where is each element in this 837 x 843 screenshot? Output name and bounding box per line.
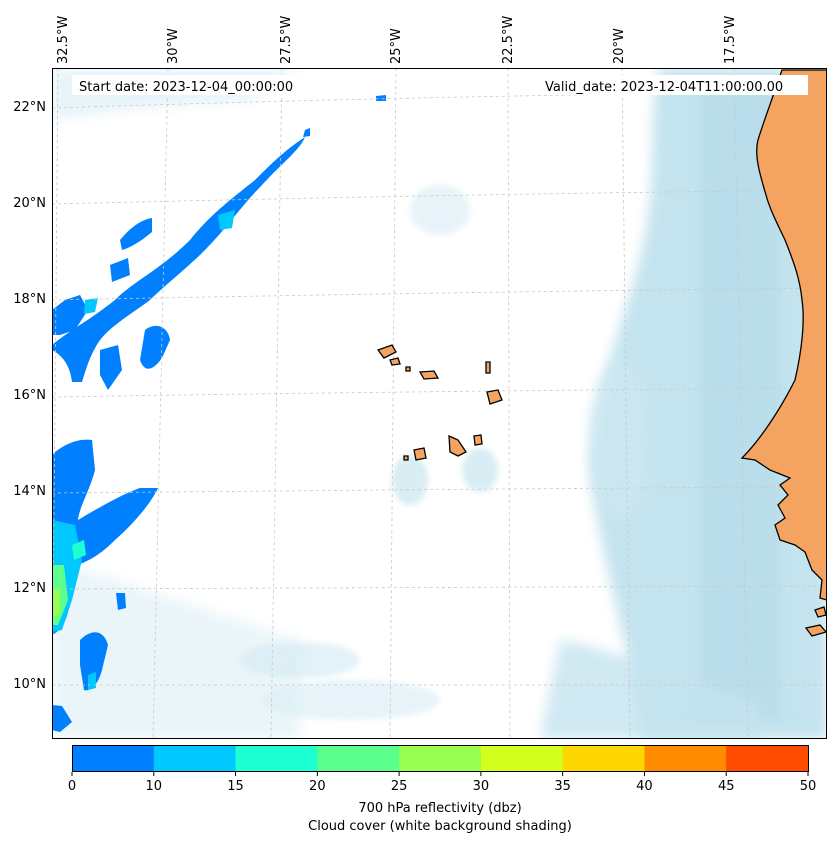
lon-label: 20°W (612, 28, 627, 64)
colorbar-tick-label: 20 (309, 779, 326, 794)
colorbar-segment (317, 745, 400, 772)
lat-label: 12°N (13, 581, 46, 596)
lon-label: 22.5°W (501, 16, 516, 64)
colorbar-frame (72, 745, 809, 772)
cloud-cover-shading (52, 68, 827, 739)
valid-date-box (538, 75, 808, 95)
lat-label: 22°N (13, 100, 46, 115)
colorbar-segment (399, 745, 482, 772)
lat-label: 18°N (13, 292, 46, 307)
lat-label: 16°N (13, 388, 46, 403)
colorbar-tick-label: 10 (146, 779, 163, 794)
colorbar-tick-label: 25 (391, 779, 408, 794)
colorbar-tick-label: 50 (800, 779, 817, 794)
colorbar-label-reflectivity: 700 hPa reflectivity (dbz) (358, 801, 521, 816)
lat-label: 10°N (13, 677, 46, 692)
colorbar-tick-label: 35 (554, 779, 571, 794)
colorbar-segment (72, 745, 155, 772)
latitude-labels: 22°N 20°N 18°N 16°N 14°N 12°N 10°N (13, 100, 46, 692)
lat-label: 14°N (13, 484, 46, 499)
lat-label: 20°N (13, 196, 46, 211)
start-date-label: Start date: 2023-12-04_00:00:00 (79, 80, 293, 95)
colorbar-tick-label: 45 (718, 779, 735, 794)
land-areas (376, 69, 827, 637)
colorbar-tick-label: 0 (68, 779, 76, 794)
lon-label: 17.5°W (723, 16, 738, 64)
longitude-labels: 32.5°W 30°W 27.5°W 25°W 22.5°W 20°W 17.5… (56, 16, 738, 64)
reflectivity-areas (52, 95, 386, 732)
colorbar-segment (562, 745, 645, 772)
colorbar-label-cloud: Cloud cover (white background shading) (308, 819, 572, 834)
lon-label: 25°W (389, 28, 404, 64)
colorbar-segment (235, 745, 318, 772)
lon-label: 30°W (166, 28, 181, 64)
colorbar-segment (726, 745, 809, 772)
lon-label: 32.5°W (56, 16, 71, 64)
colorbar-tick-label: 40 (636, 779, 653, 794)
start-date-box (72, 75, 310, 95)
cape-verde-santo-antao (376, 344, 397, 359)
map-frame (52, 68, 827, 739)
colorbar-segment (644, 745, 727, 772)
west-africa-coast (740, 69, 827, 601)
lon-label: 27.5°W (279, 16, 294, 64)
colorbar-segment (480, 745, 564, 772)
colorbar-tick-label: 30 (473, 779, 490, 794)
colorbar-tick-label: 15 (227, 779, 244, 794)
colorbar-segments (72, 745, 809, 772)
valid-date-label: Valid_date: 2023-12-04T11:00:00.00 (545, 80, 783, 95)
colorbar-ticks: 0 10 15 20 25 30 35 40 45 50 (68, 772, 816, 794)
colorbar: 0 10 15 20 25 30 35 40 45 50 700 hPa reflectivity… (68, 745, 816, 834)
colorbar-segment (153, 745, 237, 772)
